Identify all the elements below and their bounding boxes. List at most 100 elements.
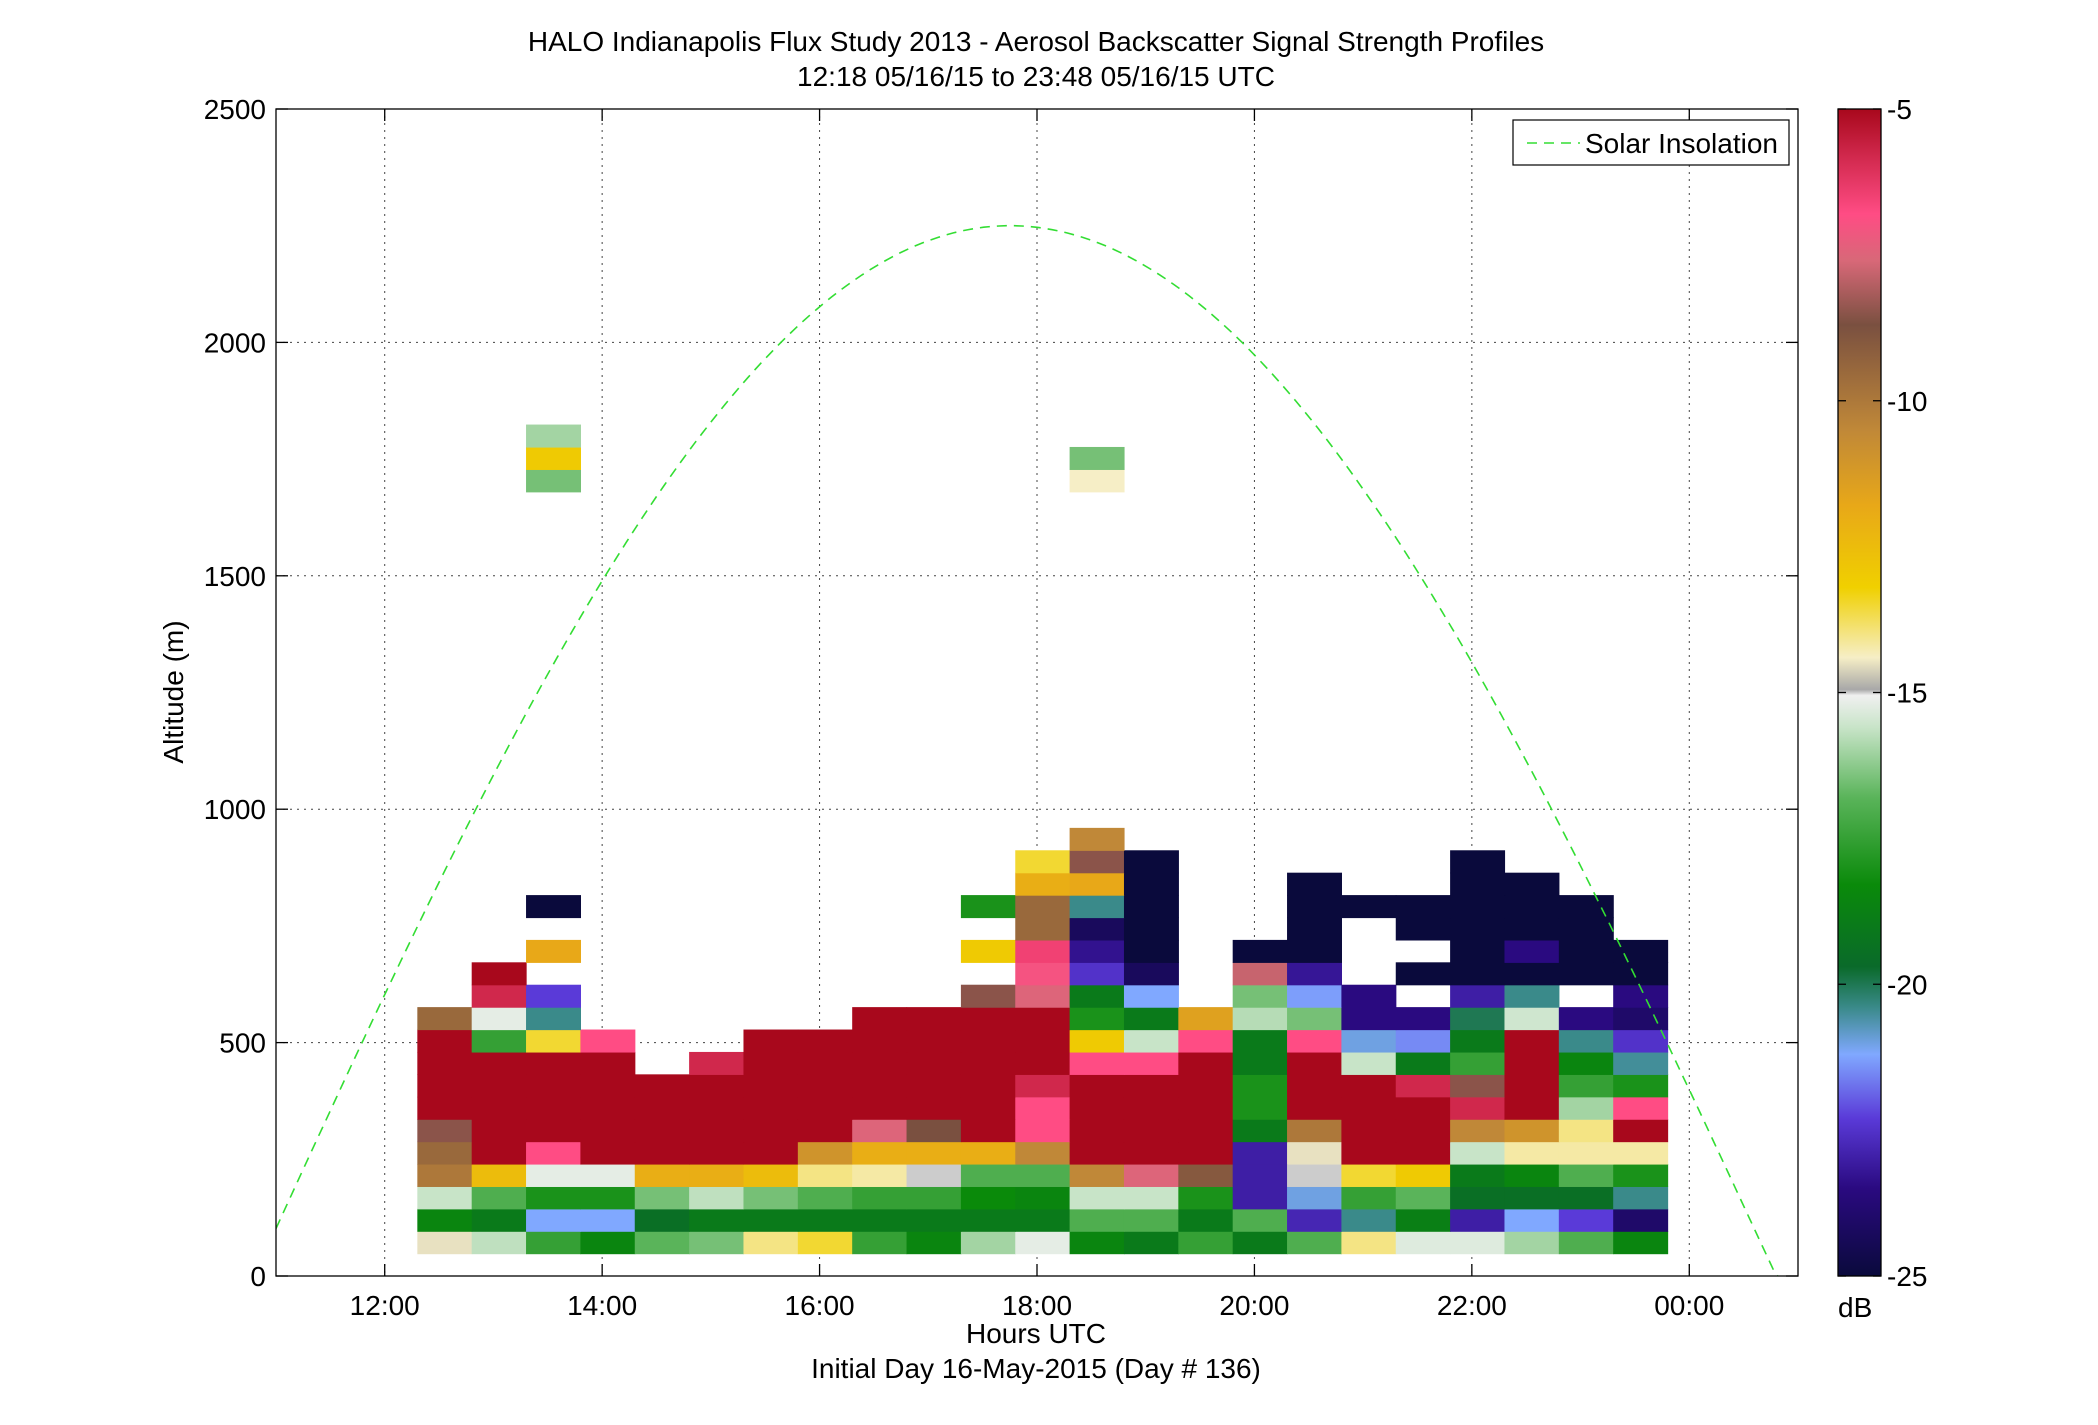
heatmap-cell [1396,1186,1451,1209]
heatmap-cell [1015,918,1070,941]
heatmap-cell [961,1052,1016,1075]
heatmap-cell [1450,1164,1505,1187]
heatmap-cell [1559,1052,1614,1075]
heatmap-cell [472,1231,527,1254]
heatmap-cell [1233,1030,1288,1053]
heatmap-cell [1070,828,1125,851]
heatmap-cell [472,962,527,985]
y-tick-label: 0 [250,1261,266,1292]
heatmap-cell [526,447,581,470]
heatmap-cell [1613,1097,1668,1120]
heatmap-cell [961,1231,1016,1254]
heatmap-cell [1233,940,1288,963]
heatmap-cell [1287,1052,1342,1075]
heatmap-cell [1287,1007,1342,1030]
heatmap-cell [635,1186,690,1209]
heatmap-cell [743,1186,798,1209]
heatmap-cell [1124,850,1179,873]
heatmap-cell [1450,873,1505,896]
heatmap-cell [1504,1142,1559,1165]
heatmap-cell [798,1097,853,1120]
heatmap-cell [798,1164,853,1187]
heatmap-cell [526,895,581,918]
heatmap-cell [526,1209,581,1232]
heatmap-cell [852,1097,907,1120]
heatmap-cell [1559,1074,1614,1097]
heatmap-cell [1341,1052,1396,1075]
heatmap-cell [689,1074,744,1097]
heatmap-cell [1559,962,1614,985]
heatmap-cell [1613,1119,1668,1142]
heatmap-cell [1396,918,1451,941]
heatmap-cell [1178,1030,1233,1053]
heatmap-cell [526,1164,581,1187]
heatmap-cell [1559,1097,1614,1120]
heatmap-cell [1559,1186,1614,1209]
heatmap-cell [1341,1119,1396,1142]
heatmap-cell [1124,895,1179,918]
heatmap-cell [1070,895,1125,918]
heatmap-cell [1070,1074,1125,1097]
heatmap-cell [1287,1164,1342,1187]
heatmap-cell [1233,1142,1288,1165]
colorbar: -25-20-15-10-5 dB [1838,94,1927,1323]
x-axis-label: Hours UTC [966,1318,1106,1349]
heatmap-cell [635,1074,690,1097]
heatmap-cell [1233,1231,1288,1254]
heatmap-cell [1124,1231,1179,1254]
heatmap-cell [1341,1142,1396,1165]
heatmap-cell [961,1007,1016,1030]
heatmap-cell [1559,940,1614,963]
heatmap-cell [1124,918,1179,941]
heatmap-cell [417,1164,472,1187]
heatmap-cell [1015,895,1070,918]
heatmap-cell [580,1186,635,1209]
heatmap-cell [472,1142,527,1165]
heatmap-cell [1287,962,1342,985]
heatmap-cell [798,1142,853,1165]
colorbar-tick-label: -25 [1887,1261,1927,1292]
heatmap-cell [1287,940,1342,963]
heatmap-cell [1450,1030,1505,1053]
y-tick-label: 500 [219,1028,266,1059]
heatmap-cell [472,1097,527,1120]
heatmap-cell [1504,1164,1559,1187]
heatmap-cell [1450,1007,1505,1030]
heatmap-cell [1178,1074,1233,1097]
heatmap-cell [1396,1164,1451,1187]
heatmap-cell [472,1007,527,1030]
heatmap-cell [1341,1030,1396,1053]
heatmap-cell [1450,1074,1505,1097]
heatmap-cell [1559,918,1614,941]
heatmap-cell [1504,1097,1559,1120]
heatmap-cell [472,1186,527,1209]
x-tick-label: 12:00 [350,1290,420,1321]
heatmap-cell [1504,1074,1559,1097]
heatmap-cell [1070,940,1125,963]
heatmap-cell [1124,1052,1179,1075]
heatmap-cell [1341,1209,1396,1232]
heatmap-cell [689,1209,744,1232]
heatmap-cell [1287,1097,1342,1120]
y-tick-label: 2000 [204,327,266,358]
heatmap-cell [852,1231,907,1254]
heatmap-cell [1504,940,1559,963]
heatmap-cell [1124,1119,1179,1142]
heatmap-cell [580,1231,635,1254]
heatmap-cell [580,1209,635,1232]
heatmap-cell [1178,1097,1233,1120]
heatmap-cell [961,940,1016,963]
heatmap-cell [1178,1209,1233,1232]
heatmap-cell [1015,1142,1070,1165]
heatmap-cell [1613,1209,1668,1232]
heatmap-cell [689,1119,744,1142]
colorbar-unit-label: dB [1838,1292,1872,1323]
heatmap-cell [635,1142,690,1165]
heatmap-cell [417,1097,472,1120]
heatmap-cell [526,1119,581,1142]
heatmap-cell [635,1164,690,1187]
heatmap-cell [635,1119,690,1142]
heatmap-cell [1070,985,1125,1008]
heatmap-cell [1559,1209,1614,1232]
heatmap-cell [689,1231,744,1254]
